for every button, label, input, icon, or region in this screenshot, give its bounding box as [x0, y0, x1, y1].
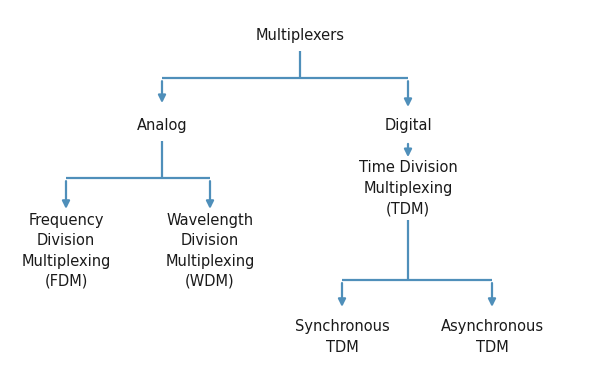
Text: Digital: Digital [384, 118, 432, 133]
Text: Asynchronous
TDM: Asynchronous TDM [440, 319, 544, 355]
Text: Multiplexers: Multiplexers [256, 28, 344, 43]
Text: Frequency
Division
Multiplexing
(FDM): Frequency Division Multiplexing (FDM) [22, 213, 110, 289]
Text: Wavelength
Division
Multiplexing
(WDM): Wavelength Division Multiplexing (WDM) [166, 213, 254, 289]
Text: Time Division
Multiplexing
(TDM): Time Division Multiplexing (TDM) [359, 160, 457, 216]
Text: Synchronous
TDM: Synchronous TDM [295, 319, 389, 355]
Text: Analog: Analog [137, 118, 187, 133]
